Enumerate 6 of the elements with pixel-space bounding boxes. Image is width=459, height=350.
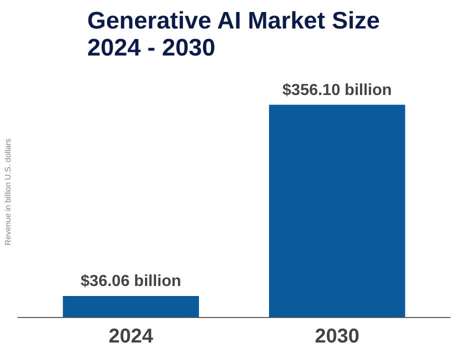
x-tick-label: 2024 — [108, 326, 154, 348]
x-tick-label: 2030 — [314, 326, 360, 348]
data-label: $356.10 billion — [282, 82, 392, 99]
chart-title: Generative AI Market Size 2024 - 2030 — [87, 8, 380, 62]
data-label: $36.06 billion — [80, 272, 182, 290]
y-axis-title: Revenue in billion U.S. dollars — [4, 138, 12, 246]
